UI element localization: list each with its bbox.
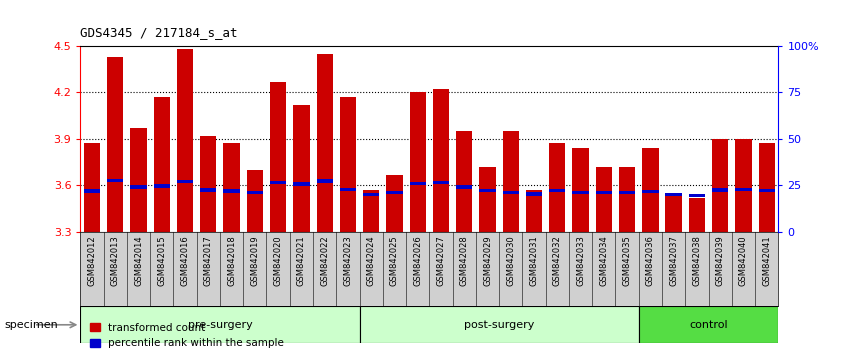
Bar bbox=[549, 143, 565, 232]
Text: GSM842038: GSM842038 bbox=[692, 236, 701, 286]
Bar bbox=[340, 97, 356, 232]
Bar bbox=[526, 190, 542, 232]
Bar bbox=[223, 189, 239, 193]
Text: GSM842029: GSM842029 bbox=[483, 236, 492, 286]
Text: GSM842017: GSM842017 bbox=[204, 236, 213, 286]
Bar bbox=[107, 179, 124, 182]
Text: GSM842027: GSM842027 bbox=[437, 236, 446, 286]
Text: specimen: specimen bbox=[4, 320, 58, 330]
Text: GSM842033: GSM842033 bbox=[576, 236, 585, 286]
Text: post-surgery: post-surgery bbox=[464, 320, 535, 330]
Text: GSM842024: GSM842024 bbox=[366, 236, 376, 286]
Legend: transformed count, percentile rank within the sample: transformed count, percentile rank withi… bbox=[85, 319, 288, 352]
Bar bbox=[526, 192, 542, 196]
Text: GSM842019: GSM842019 bbox=[250, 236, 260, 286]
Bar bbox=[387, 191, 403, 194]
Bar bbox=[480, 167, 496, 232]
Bar bbox=[642, 190, 658, 193]
Bar bbox=[270, 82, 286, 232]
Bar bbox=[456, 185, 472, 189]
Bar bbox=[294, 182, 310, 185]
Bar bbox=[316, 179, 332, 183]
Bar bbox=[642, 148, 658, 232]
Text: GSM842035: GSM842035 bbox=[623, 236, 632, 286]
Text: GSM842030: GSM842030 bbox=[506, 236, 515, 286]
Bar bbox=[549, 189, 565, 192]
Bar bbox=[480, 189, 496, 192]
Bar bbox=[363, 193, 379, 196]
Text: GSM842014: GSM842014 bbox=[134, 236, 143, 286]
Bar bbox=[573, 191, 589, 194]
Text: control: control bbox=[689, 320, 728, 330]
Bar bbox=[130, 185, 146, 189]
Text: GSM842040: GSM842040 bbox=[739, 236, 748, 286]
Bar bbox=[639, 306, 778, 343]
Bar bbox=[409, 92, 426, 232]
Bar bbox=[360, 306, 639, 343]
Bar bbox=[363, 190, 379, 232]
Bar bbox=[154, 97, 170, 232]
Text: GSM842013: GSM842013 bbox=[111, 236, 120, 286]
Text: GSM842015: GSM842015 bbox=[157, 236, 167, 286]
Text: pre-surgery: pre-surgery bbox=[188, 320, 252, 330]
Text: GSM842020: GSM842020 bbox=[273, 236, 283, 286]
Bar bbox=[689, 198, 705, 232]
Bar bbox=[84, 143, 100, 232]
Text: GSM842039: GSM842039 bbox=[716, 236, 725, 286]
Text: GSM842031: GSM842031 bbox=[530, 236, 539, 286]
Text: GSM842041: GSM842041 bbox=[762, 236, 772, 286]
Text: GSM842032: GSM842032 bbox=[552, 236, 562, 286]
Bar bbox=[619, 167, 635, 232]
Bar bbox=[503, 191, 519, 194]
Bar bbox=[340, 188, 356, 191]
Bar bbox=[177, 180, 193, 183]
Text: GDS4345 / 217184_s_at: GDS4345 / 217184_s_at bbox=[80, 26, 238, 39]
Bar bbox=[409, 182, 426, 185]
Bar bbox=[759, 143, 775, 232]
Bar bbox=[177, 49, 193, 232]
Text: GSM842025: GSM842025 bbox=[390, 236, 399, 286]
Bar bbox=[666, 193, 682, 232]
Bar bbox=[80, 306, 360, 343]
Text: GSM842036: GSM842036 bbox=[645, 236, 655, 286]
Bar bbox=[154, 184, 170, 188]
Bar bbox=[223, 143, 239, 232]
Bar bbox=[759, 189, 775, 192]
Bar bbox=[712, 139, 728, 232]
Text: GSM842026: GSM842026 bbox=[413, 236, 422, 286]
Bar bbox=[689, 194, 705, 197]
Text: GSM842034: GSM842034 bbox=[599, 236, 608, 286]
Bar bbox=[201, 188, 217, 192]
Bar bbox=[294, 105, 310, 232]
Bar bbox=[433, 181, 449, 184]
Text: GSM842012: GSM842012 bbox=[87, 236, 96, 286]
Text: GSM842021: GSM842021 bbox=[297, 236, 306, 286]
Bar bbox=[619, 191, 635, 194]
Bar bbox=[456, 131, 472, 232]
Bar bbox=[130, 128, 146, 232]
Bar bbox=[666, 193, 682, 196]
Bar bbox=[503, 131, 519, 232]
Bar bbox=[107, 57, 124, 232]
Bar bbox=[387, 175, 403, 232]
Bar bbox=[573, 148, 589, 232]
Text: GSM842018: GSM842018 bbox=[227, 236, 236, 286]
Bar bbox=[201, 136, 217, 232]
Bar bbox=[596, 191, 612, 194]
Text: GSM842037: GSM842037 bbox=[669, 236, 678, 286]
Text: GSM842016: GSM842016 bbox=[180, 236, 190, 286]
Bar bbox=[433, 90, 449, 232]
Bar bbox=[247, 191, 263, 194]
Bar bbox=[247, 170, 263, 232]
Text: GSM842022: GSM842022 bbox=[320, 236, 329, 286]
Bar bbox=[270, 181, 286, 184]
Bar bbox=[316, 54, 332, 232]
Bar bbox=[596, 167, 612, 232]
Bar bbox=[712, 188, 728, 192]
Bar bbox=[735, 139, 751, 232]
Bar bbox=[84, 189, 100, 193]
Text: GSM842023: GSM842023 bbox=[343, 236, 353, 286]
Bar bbox=[735, 188, 751, 191]
Text: GSM842028: GSM842028 bbox=[459, 236, 469, 286]
